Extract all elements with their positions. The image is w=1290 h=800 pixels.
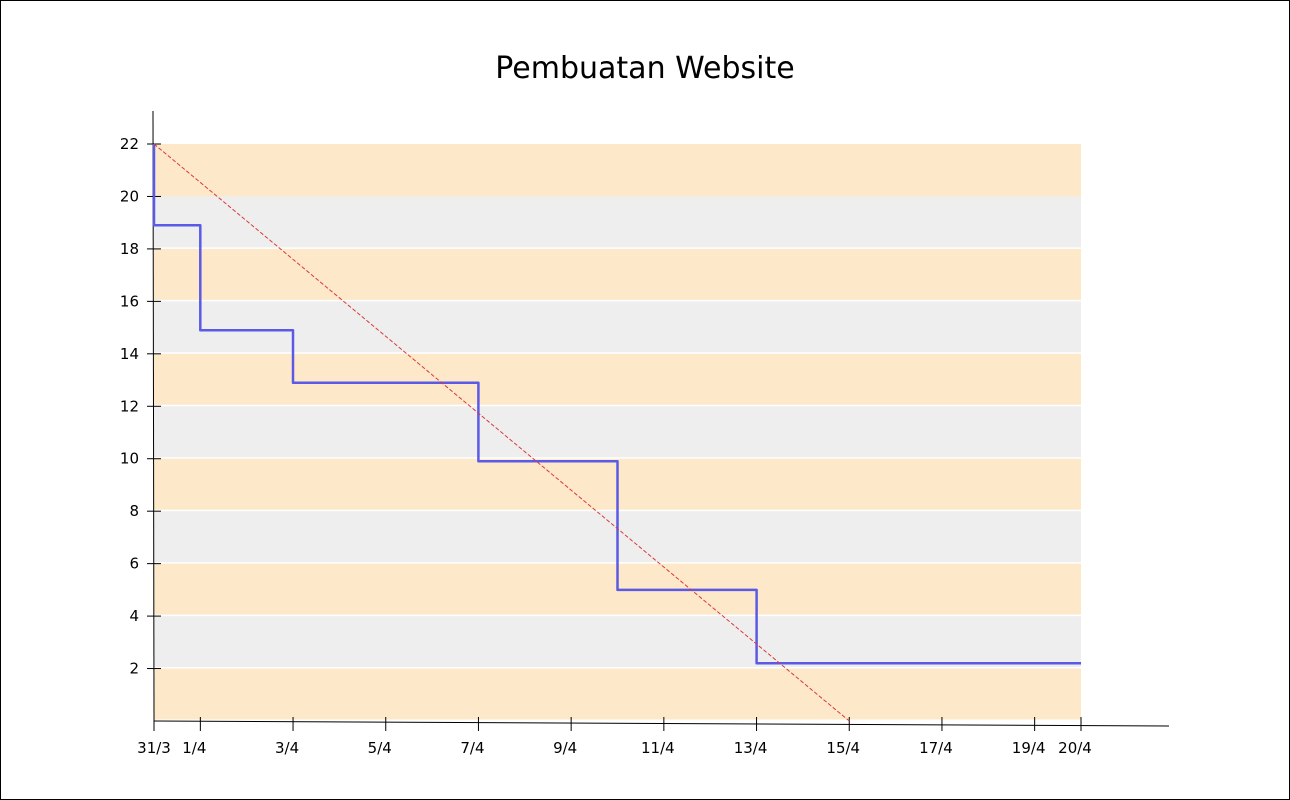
y-tick-label: 14 — [120, 345, 139, 363]
background-band — [154, 196, 1081, 248]
background-band — [154, 668, 1081, 720]
chart-title: Pembuatan Website — [495, 51, 795, 86]
x-tick-label: 13/4 — [734, 739, 768, 757]
x-tick-label: 15/4 — [826, 739, 860, 757]
y-tick-label: 12 — [120, 397, 139, 415]
y-tick-label: 6 — [129, 555, 139, 573]
background-band — [154, 616, 1081, 668]
y-tick-label: 8 — [129, 502, 139, 520]
x-tick-label: 5/4 — [368, 739, 392, 757]
y-tick-label: 16 — [120, 292, 139, 310]
x-tick-label: 3/4 — [275, 739, 299, 757]
y-tick-label: 22 — [120, 135, 139, 153]
x-tick-label: 9/4 — [553, 739, 577, 757]
background-band — [154, 353, 1081, 405]
y-axis-ticks: 2 4 6 8 10 12 14 16 18 20 22 — [120, 135, 161, 678]
x-tick-label: 19/4 — [1012, 739, 1046, 757]
x-tick-label: 11/4 — [641, 739, 675, 757]
background-bands — [154, 144, 1081, 720]
background-band — [154, 248, 1081, 300]
y-tick-label: 18 — [120, 240, 139, 258]
x-tick-label: 31/3 — [137, 739, 171, 757]
y-tick-label: 20 — [120, 187, 139, 205]
x-axis-ticks: 31/3 1/4 3/4 5/4 7/4 9/4 11/4 13/4 15/4 17/4 19/4 2… — [137, 717, 1092, 757]
x-tick-label: 1/4 — [182, 739, 206, 757]
series-group — [152, 143, 1081, 722]
background-band — [154, 144, 1081, 197]
background-band — [154, 301, 1081, 353]
x-tick-label: 17/4 — [919, 739, 953, 757]
x-tick-label: 7/4 — [460, 739, 484, 757]
ideal-line — [153, 143, 850, 722]
actual-line — [152, 144, 1081, 665]
y-tick-label: 4 — [129, 607, 139, 625]
background-band — [154, 406, 1081, 458]
x-tick-label: 20/4 — [1058, 739, 1092, 757]
y-tick-label: 10 — [120, 450, 139, 468]
x-axis-line — [153, 720, 1170, 727]
y-tick-label: 2 — [129, 660, 139, 678]
